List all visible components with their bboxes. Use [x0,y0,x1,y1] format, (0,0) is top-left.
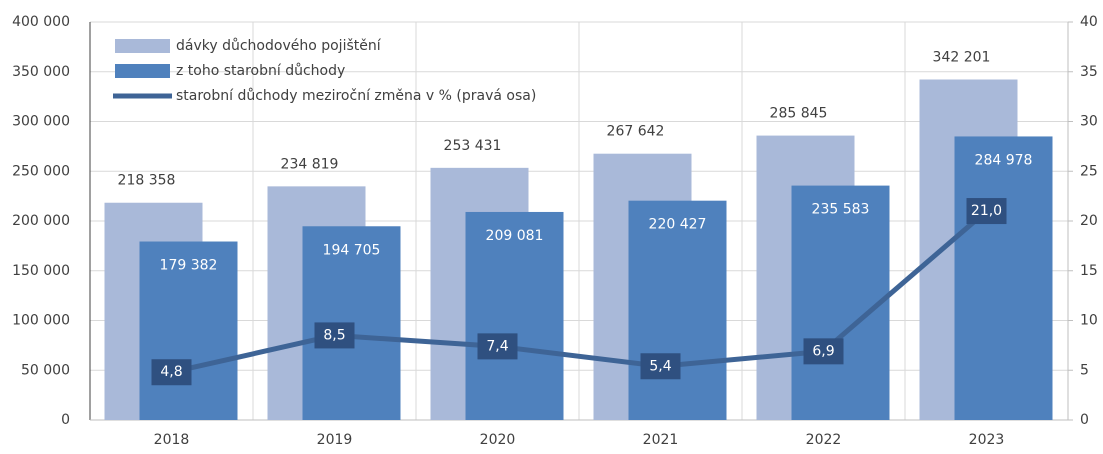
value-label: 220 427 [649,217,707,233]
x-tick-label: 2023 [969,432,1005,448]
bar [628,200,727,420]
value-label: 7,4 [486,338,508,354]
value-label: 6,9 [812,343,834,359]
bar [954,136,1053,420]
value-label: 218 358 [118,173,176,189]
y-tick-label: 100 000 [12,313,70,329]
y2-tick-label: 25 [1080,163,1098,179]
legend-swatch [115,39,170,53]
y-tick-label: 250 000 [12,163,70,179]
legend-label: dávky důchodového pojištění [176,38,382,54]
value-label: 194 705 [323,242,381,258]
label-box [151,359,192,386]
value-label: 342 201 [933,50,991,66]
label-box [477,333,518,360]
label-box [640,353,681,380]
y2-tick-label: 40 [1080,14,1098,30]
value-label: 285 845 [770,106,828,122]
x-tick-label: 2020 [480,432,516,448]
y2-tick-label: 20 [1080,213,1098,229]
y-tick-label: 200 000 [12,213,70,229]
value-label: 4,8 [160,364,182,380]
value-label: 234 819 [281,156,339,172]
bar [139,241,238,420]
y-tick-label: 300 000 [12,114,70,130]
y-tick-label: 0 [61,412,70,428]
line [170,209,989,375]
x-tick-label: 2022 [806,432,842,448]
legend-swatch [115,64,170,78]
value-label: 267 642 [607,124,665,140]
legend-label: z toho starobní důchody [176,63,345,79]
y2-tick-label: 15 [1080,263,1098,279]
value-label: 8,5 [323,327,345,343]
y-tick-label: 50 000 [21,362,70,378]
bar [791,185,890,420]
label-box [966,198,1007,225]
value-label: 253 431 [444,138,502,154]
value-label: 21,0 [971,203,1002,219]
value-label: 235 583 [812,202,870,218]
label-box [314,322,355,349]
value-label: 209 081 [486,228,544,244]
x-tick-label: 2018 [154,432,190,448]
value-label: 179 382 [160,258,218,274]
x-tick-label: 2019 [317,432,353,448]
y2-tick-label: 30 [1080,114,1098,130]
y-tick-label: 400 000 [12,14,70,30]
value-label: 284 978 [975,152,1033,168]
y2-tick-label: 0 [1080,412,1089,428]
legend-label: starobní důchody meziroční změna v % (pr… [176,88,536,104]
y2-tick-label: 35 [1080,64,1098,80]
value-label: 5,4 [649,358,671,374]
y-tick-label: 350 000 [12,64,70,80]
y2-tick-label: 5 [1080,362,1089,378]
bar [465,211,564,420]
label-box [803,338,844,365]
y2-tick-label: 10 [1080,313,1098,329]
y-tick-label: 150 000 [12,263,70,279]
x-tick-label: 2021 [643,432,679,448]
